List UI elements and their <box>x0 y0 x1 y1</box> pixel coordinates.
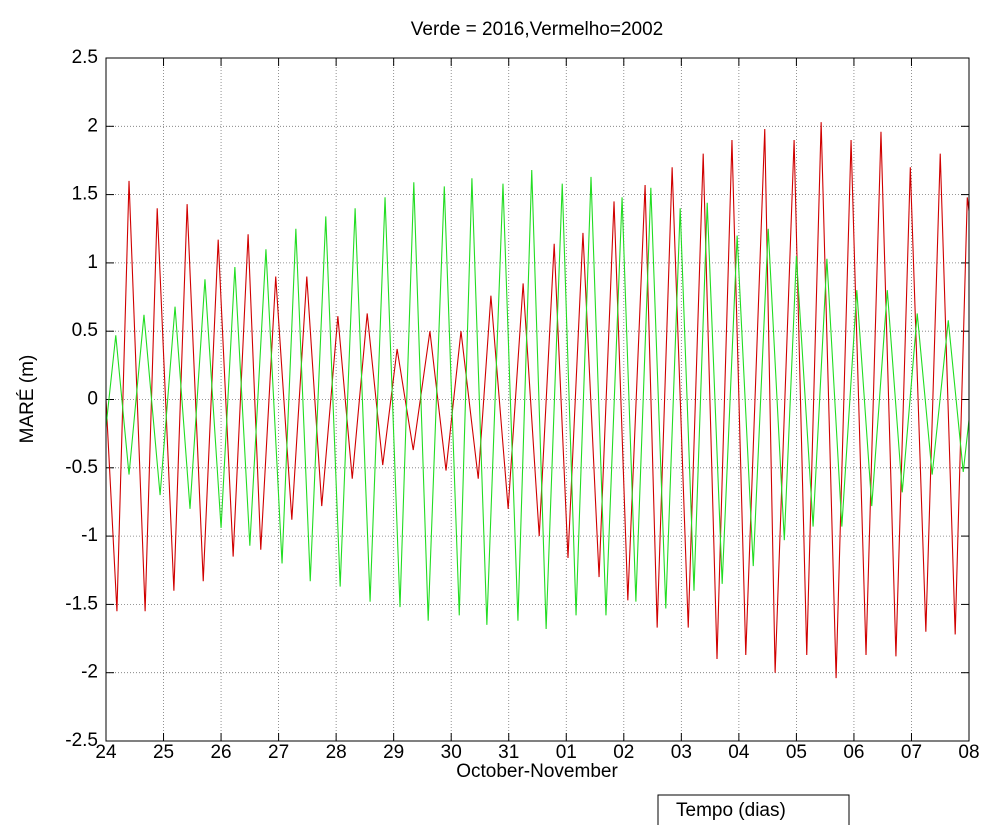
data-line <box>105 122 970 679</box>
y-tick-label: 1 <box>87 252 98 273</box>
chart-title: Verde = 2016,Vermelho=2002 <box>411 19 663 40</box>
data-line <box>105 169 970 630</box>
x-tick-label: 01 <box>556 742 577 763</box>
plot-frame <box>105 57 970 742</box>
y-tick-label: -1 <box>81 525 98 546</box>
y-tick-label: -2 <box>81 662 98 683</box>
x-tick-label: 25 <box>153 742 174 763</box>
x-tick-label: 30 <box>441 742 462 763</box>
y-tick-label: -1.5 <box>65 593 98 614</box>
y-tick-label: -0.5 <box>65 457 98 478</box>
y-axis-label: MARÉ (m) <box>17 355 38 444</box>
x-tick-label: 03 <box>671 742 692 763</box>
y-tick-label: 2.5 <box>72 47 98 68</box>
x-tick-label: 08 <box>958 742 979 763</box>
x-tick-label: 31 <box>498 742 519 763</box>
y-tick-label: -2.5 <box>65 730 98 751</box>
x-tick-label: 24 <box>95 742 117 763</box>
x-tick-label: 04 <box>728 742 750 763</box>
x-tick-label: 27 <box>268 742 289 763</box>
annotation: Tempo (dias) <box>676 800 786 821</box>
x-tick-label: 26 <box>210 742 231 763</box>
y-tick-label: 1.5 <box>72 184 98 205</box>
annotation-box <box>657 794 850 825</box>
x-tick-label: 06 <box>843 742 864 763</box>
x-tick-label: 05 <box>786 742 807 763</box>
y-tick-label: 0.5 <box>72 320 98 341</box>
x-tick-label: 07 <box>901 742 922 763</box>
y-tick-label: 2 <box>87 115 98 136</box>
x-tick-label: 02 <box>613 742 634 763</box>
y-tick-label: 0 <box>87 389 98 410</box>
x-tick-label: 28 <box>326 742 347 763</box>
x-axis-label: October-November <box>456 761 618 782</box>
x-tick-label: 29 <box>383 742 404 763</box>
